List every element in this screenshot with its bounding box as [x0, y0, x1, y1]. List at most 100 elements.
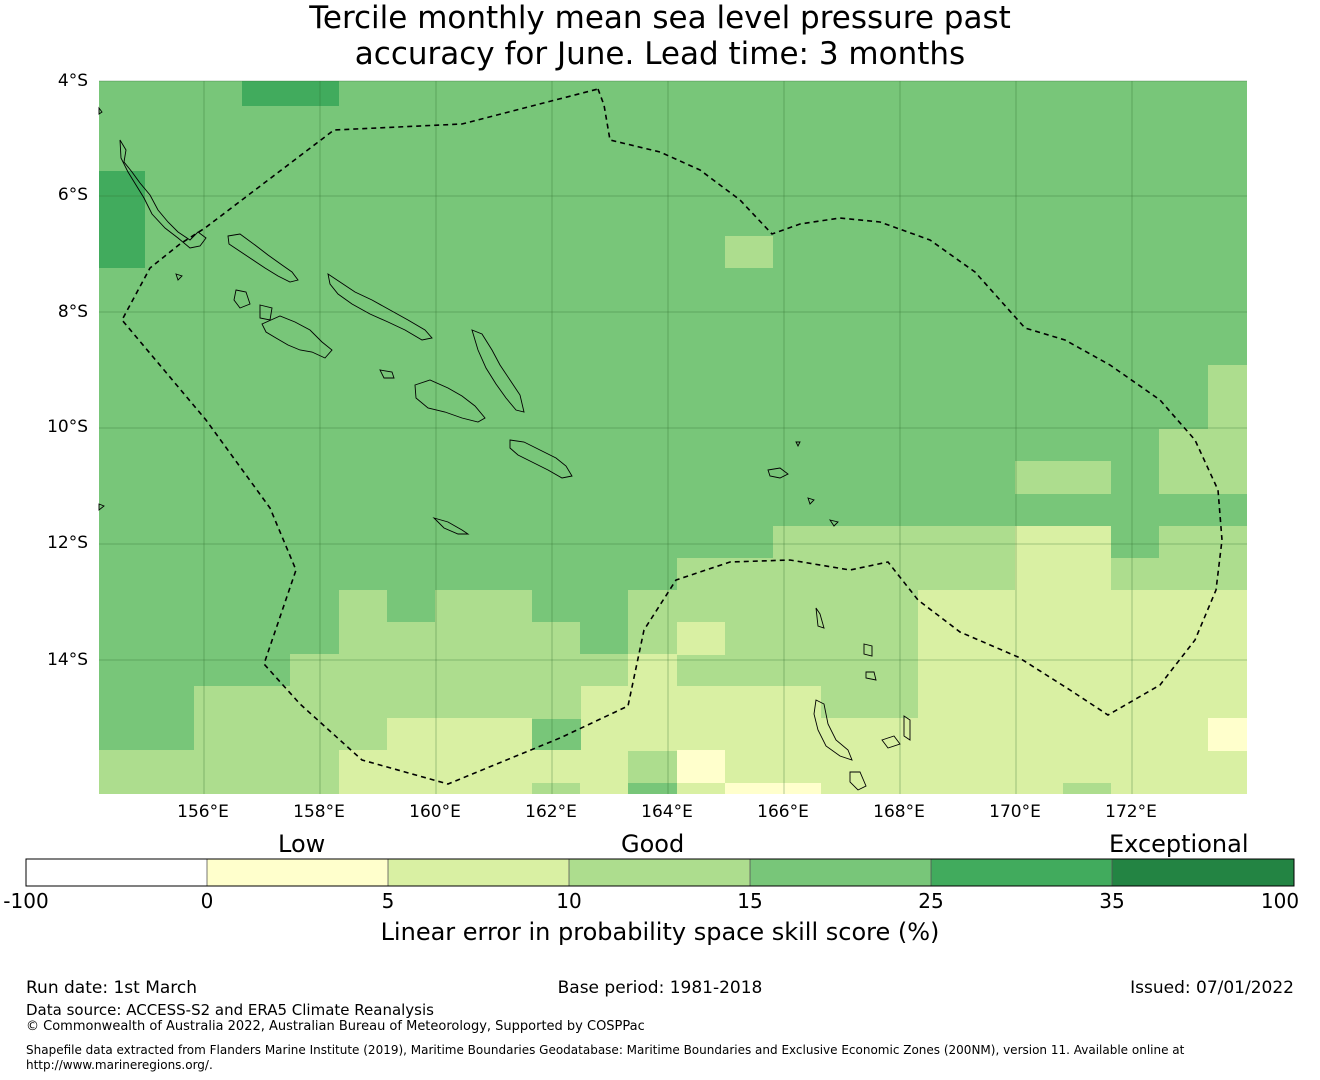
grid-cell [99, 750, 339, 794]
colorbar-swatch [207, 859, 388, 886]
colorbar-swatch [931, 859, 1112, 886]
island-bougainville [119, 139, 207, 249]
colorbar-tick: 100 [1260, 889, 1300, 913]
island-torres [815, 607, 825, 629]
island-santa-cruz [767, 467, 789, 479]
legend-category-exceptional: Exceptional [1109, 830, 1249, 858]
grid-cell [581, 686, 821, 719]
grid-cell [677, 558, 773, 590]
colorbar-frame [25, 858, 1295, 887]
colorbar-swatch [388, 859, 569, 886]
island-malaita [471, 329, 525, 413]
lon-label: 162°E [525, 802, 577, 822]
legend-category-good: Good [621, 830, 685, 858]
shapefile-credit: Shapefile data extracted from Flanders M… [26, 1043, 1185, 1057]
grid-cell [1208, 718, 1247, 751]
lon-label: 158°E [293, 802, 345, 822]
island-guadalcanal [414, 379, 486, 423]
lon-label: 170°E [989, 802, 1041, 822]
copyright: © Commonwealth of Australia 2022, Austra… [26, 1019, 645, 1034]
run-date: Run date: 1st March [26, 978, 198, 998]
grid-cell [1111, 558, 1247, 590]
island-pentecost [903, 715, 911, 741]
grid-cell [821, 686, 918, 719]
lon-label: 172°E [1105, 802, 1157, 822]
issued-date: Issued: 07/01/2022 [1130, 978, 1294, 998]
lat-label: 10°S [47, 417, 88, 437]
legend-category-low: Low [278, 830, 326, 858]
island-islet [98, 503, 105, 511]
title-line-2: accuracy for June. Lead time: 3 months [354, 36, 966, 72]
lon-label: 166°E [757, 802, 809, 822]
shapefile-url: http://www.marineregions.org/. [26, 1058, 213, 1072]
grid-cell [387, 718, 532, 751]
island-rennell [432, 517, 470, 535]
colorbar-swatch [1112, 859, 1294, 886]
island-makira [509, 439, 573, 479]
island-ambrym [881, 735, 901, 749]
grid-cell [1159, 526, 1247, 558]
grid-cell [677, 622, 725, 655]
lat-label: 12°S [47, 533, 88, 553]
island-vella-lavella [233, 289, 251, 309]
coastlines [98, 106, 911, 791]
colorbar-title: Linear error in probability space skill … [380, 918, 940, 946]
island-russell [379, 369, 395, 379]
island-islet [828, 519, 839, 527]
colorbar-tick: 15 [737, 889, 763, 913]
grid-cell [290, 654, 628, 687]
island-santa-isabel [327, 273, 433, 341]
grid-cell [194, 686, 581, 719]
island-espiritu-santo [813, 699, 853, 761]
grid-cell [581, 718, 918, 751]
skill-grid-cells [99, 81, 1247, 794]
grid-cell [677, 654, 918, 687]
colorbar [25, 858, 1295, 887]
grid-cell [435, 590, 532, 623]
lat-label: 14°S [47, 650, 88, 670]
eez-boundary [121, 88, 1223, 785]
grid-cell [194, 718, 387, 751]
grid-cell [725, 236, 773, 268]
grid-cell [918, 590, 1247, 794]
data-source: Data source: ACCESS-S2 and ERA5 Climate … [26, 1001, 434, 1019]
grid-cell [677, 750, 725, 783]
colorbar-tick: 35 [1099, 889, 1125, 913]
lat-label: 4°S [57, 71, 88, 91]
island-maewo [865, 671, 877, 681]
lon-label: 160°E [409, 802, 461, 822]
island-new-georgia [261, 315, 333, 359]
grid-cell [532, 783, 580, 794]
grid-cell [773, 526, 1015, 590]
island-islet [795, 441, 801, 448]
lat-label: 8°S [57, 302, 88, 322]
island-islet [98, 106, 103, 115]
colorbar-swatch [750, 859, 931, 886]
grid-cell [1159, 429, 1247, 494]
grid-cell [628, 654, 677, 687]
colorbar-dividers [206, 859, 1113, 886]
colorbar-tick: 5 [381, 889, 395, 913]
grid-cell [242, 81, 339, 106]
island-islet [175, 273, 183, 281]
grid-cell [628, 750, 677, 783]
lon-label: 168°E [873, 802, 925, 822]
map-title: Tercile monthly mean sea level pressure … [0, 0, 1320, 72]
grid-cell [725, 783, 821, 794]
skill-score-map [98, 80, 1247, 794]
grid-cell [99, 171, 145, 268]
colorbar-tick: 25 [918, 889, 944, 913]
island-islet [807, 497, 815, 505]
colorbar-swatch [569, 859, 750, 886]
grid-cell [1063, 783, 1111, 794]
grid-cell [339, 590, 387, 623]
title-line-1: Tercile monthly mean sea level pressure … [309, 0, 1011, 36]
colorbar-swatch [26, 859, 207, 886]
lon-label: 164°E [641, 802, 693, 822]
base-period: Base period: 1981-2018 [557, 978, 763, 998]
lat-label: 6°S [57, 185, 88, 205]
colorbar-tick: 10 [556, 889, 582, 913]
map-gridlines [99, 80, 1247, 794]
grid-cell [628, 622, 918, 655]
